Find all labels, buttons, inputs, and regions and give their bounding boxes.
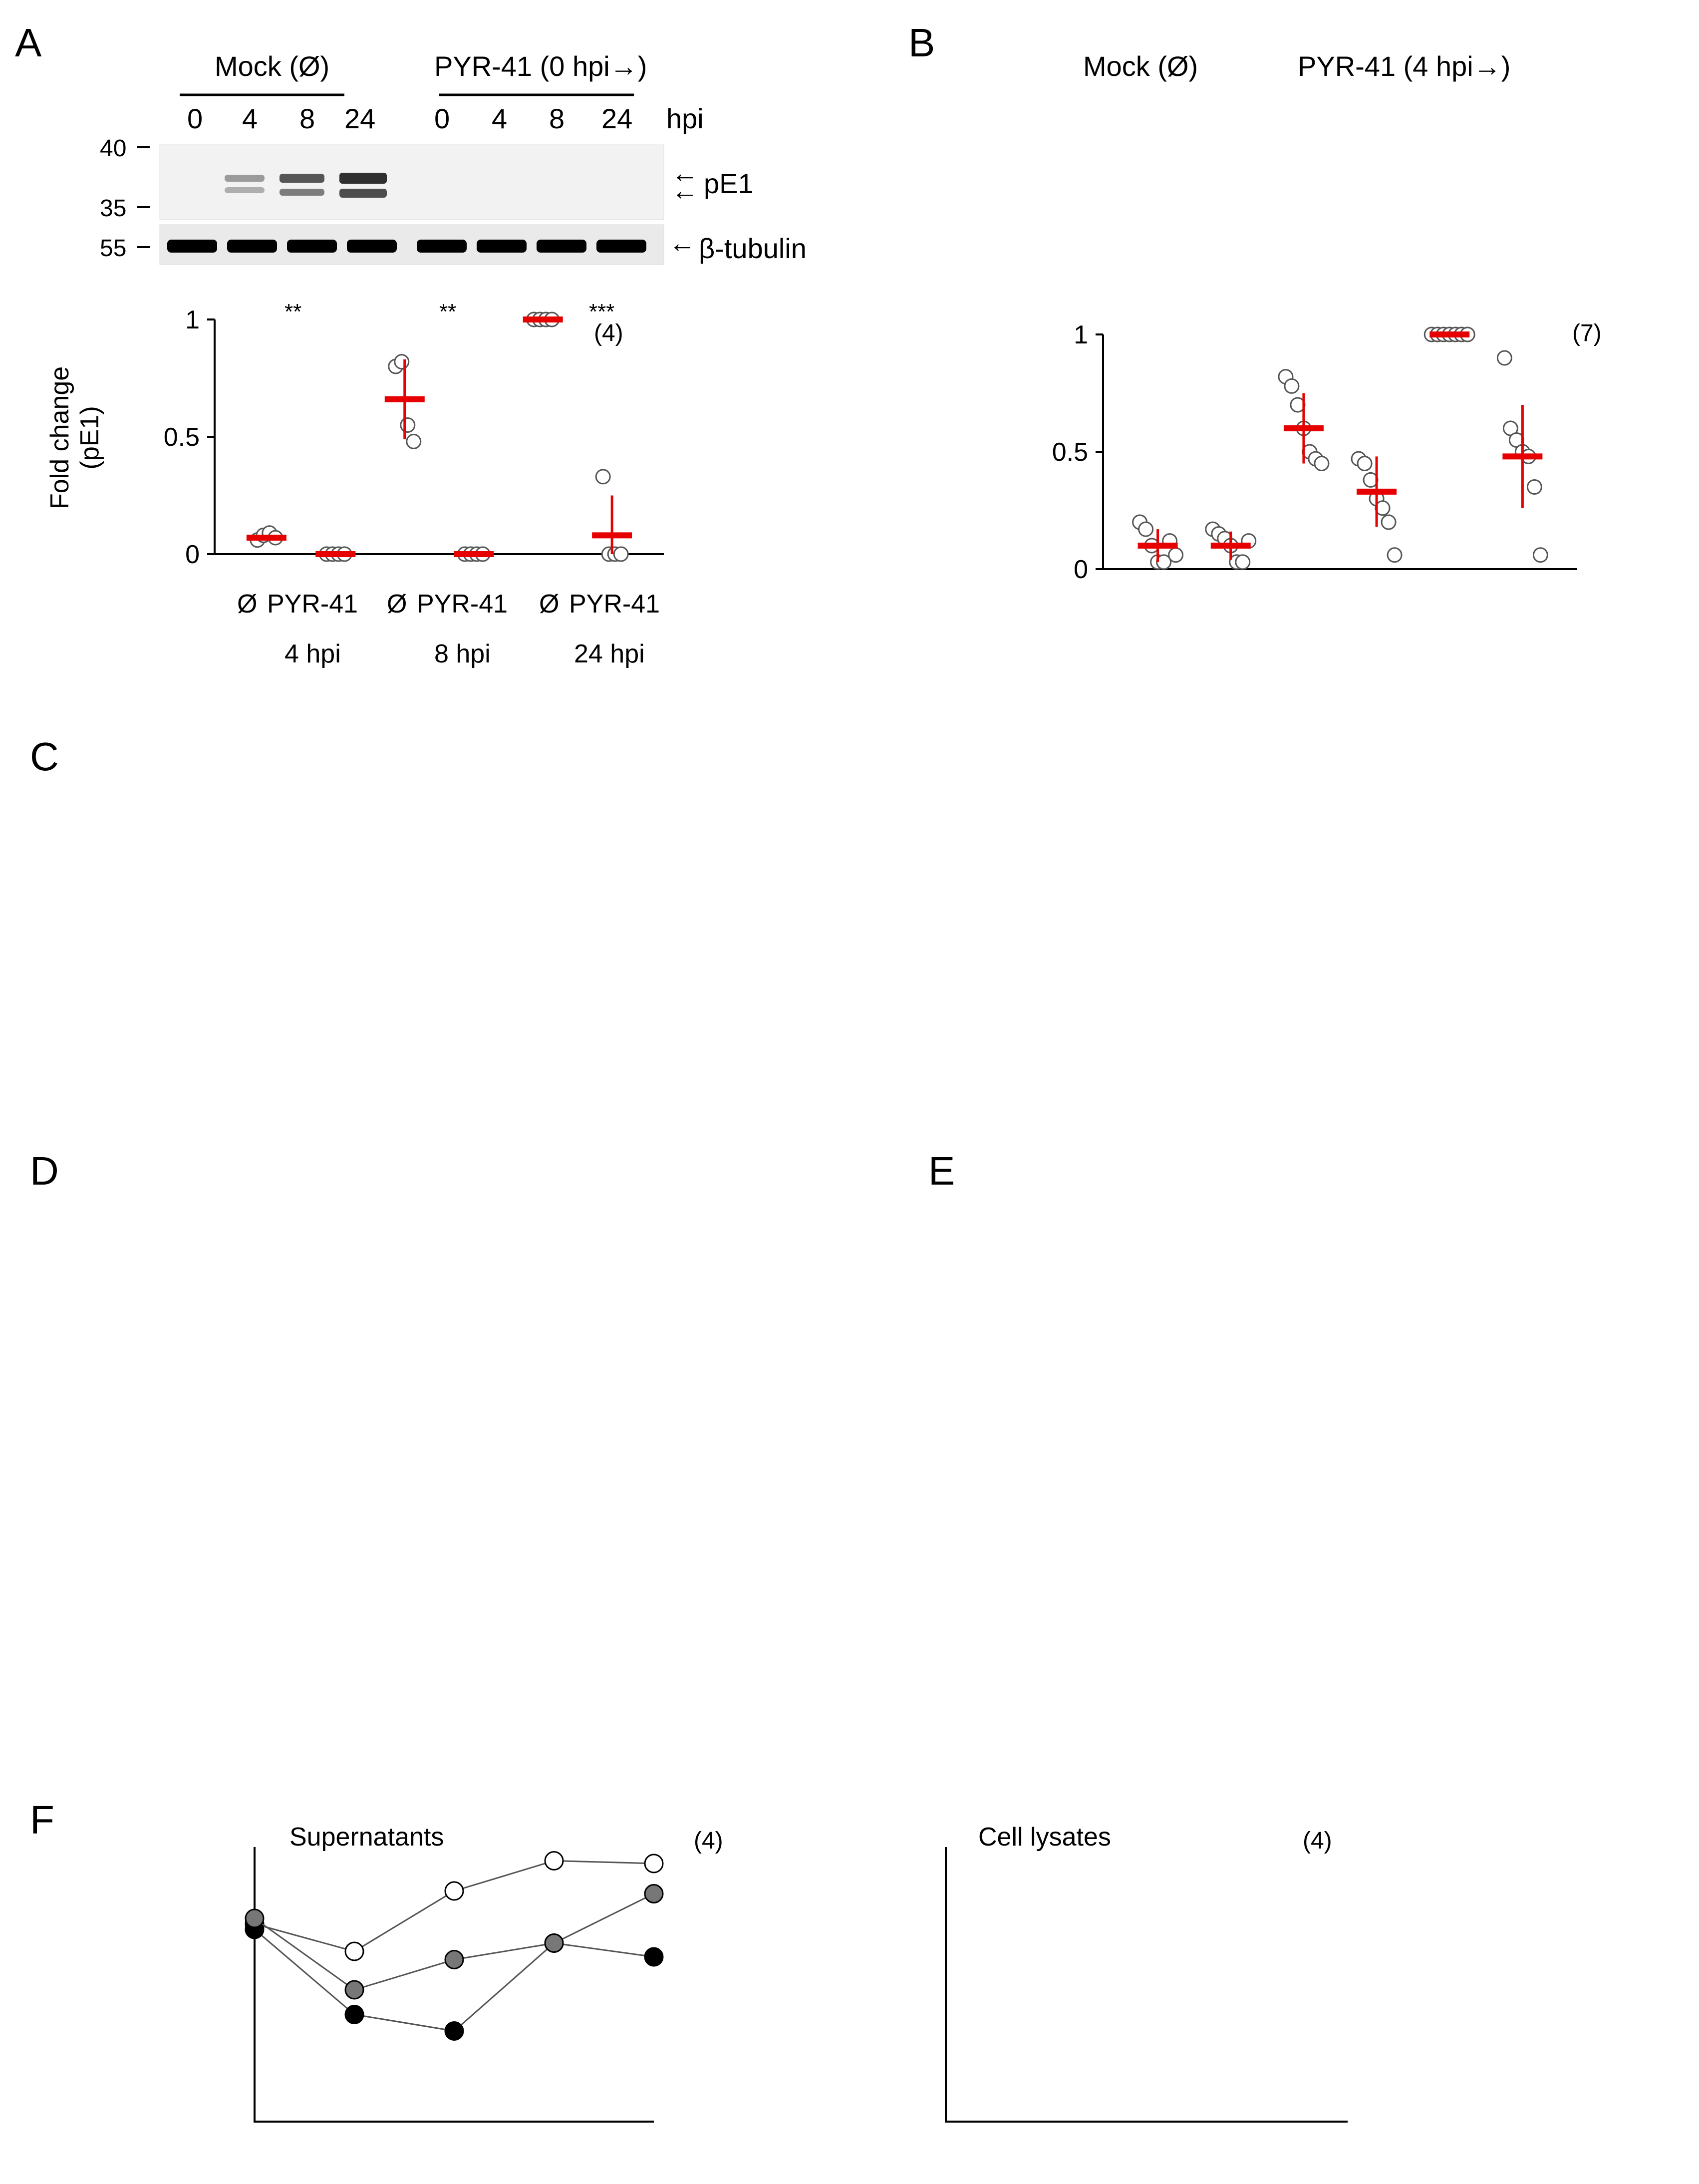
a-mw-40: 40 bbox=[100, 135, 127, 162]
f-sup-series-line bbox=[254, 1860, 654, 1952]
f-sup-point bbox=[444, 2021, 464, 2041]
f-sup-point bbox=[344, 1980, 364, 2000]
panel-label-d: D bbox=[30, 1149, 59, 1193]
chartB-point bbox=[1387, 547, 1403, 563]
a-time-labels: 0 4 8 24 0 4 8 24 bbox=[187, 103, 633, 134]
panel-label-a: A bbox=[15, 20, 42, 65]
panel-label-e: E bbox=[928, 1149, 955, 1193]
f-lys-axes bbox=[945, 1847, 1348, 2123]
chartB-point bbox=[1138, 521, 1154, 537]
f-sup-title: Supernatants bbox=[289, 1823, 444, 1852]
svg-text:←: ← bbox=[671, 158, 698, 188]
a-pe1-label: pE1 bbox=[704, 168, 754, 199]
a-mock-header: Mock (Ø) bbox=[215, 50, 330, 82]
f-sup-series-line bbox=[254, 1893, 654, 1991]
b-mock-header: Mock (Ø) bbox=[1083, 50, 1198, 82]
chartB-point bbox=[1381, 514, 1397, 530]
svg-text:←: ← bbox=[671, 176, 698, 206]
f-sup-point bbox=[644, 1884, 664, 1903]
chartB-ytick-label: 0 bbox=[1074, 555, 1088, 584]
a-hpi-label: hpi bbox=[666, 103, 704, 134]
b-pyr-header: PYR-41 (4 hpi→) bbox=[1298, 50, 1511, 82]
f-n-sup: (4) bbox=[694, 1828, 723, 1854]
chartB-ytick-label: 1 bbox=[1074, 320, 1088, 349]
chartA-ytick-label: 0 bbox=[185, 540, 200, 569]
chartB-point bbox=[1314, 456, 1330, 471]
a-mw-55: 55 bbox=[100, 235, 127, 262]
f-sup-point bbox=[444, 1881, 464, 1901]
f-sup-series-line bbox=[254, 1928, 654, 2032]
chartA-point bbox=[595, 469, 611, 485]
a-pyr-header: PYR-41 (0 hpi→) bbox=[434, 50, 647, 82]
f-sup-point bbox=[544, 1933, 564, 1953]
a-mw-35: 35 bbox=[100, 195, 127, 222]
chartB-ytick-label: 0.5 bbox=[1052, 438, 1088, 467]
f-sup-point bbox=[245, 1908, 265, 1928]
f-sup-point bbox=[644, 1947, 664, 1967]
a-n: (4) bbox=[594, 320, 623, 346]
chartB-point bbox=[1284, 378, 1300, 394]
chartA-point bbox=[613, 546, 629, 562]
panel-label-b: B bbox=[908, 20, 935, 65]
f-sup-point bbox=[544, 1851, 564, 1871]
f-sup-point bbox=[344, 2005, 364, 2024]
chartB-point bbox=[1526, 479, 1542, 495]
chartB-point bbox=[1532, 547, 1548, 563]
f-sup-point bbox=[344, 1941, 364, 1961]
f-sup-point bbox=[644, 1854, 664, 1873]
a-tubulin-label: β-tubulin bbox=[699, 233, 807, 264]
svg-text:←: ← bbox=[669, 228, 696, 258]
panel-label-c: C bbox=[30, 734, 59, 779]
chartA-ytick-label: 0.5 bbox=[164, 423, 200, 452]
panel-label-f: F bbox=[30, 1798, 54, 1842]
b-n: (7) bbox=[1572, 320, 1602, 346]
f-n-lys: (4) bbox=[1303, 1828, 1332, 1854]
chartA-ytick-label: 1 bbox=[185, 306, 200, 334]
chartB-point bbox=[1235, 554, 1251, 570]
chartB-point bbox=[1496, 350, 1512, 366]
f-lys-title: Cell lysates bbox=[978, 1823, 1111, 1852]
f-sup-point bbox=[444, 1950, 464, 1969]
chartA-point bbox=[406, 433, 422, 449]
chartB-point bbox=[1357, 456, 1373, 471]
